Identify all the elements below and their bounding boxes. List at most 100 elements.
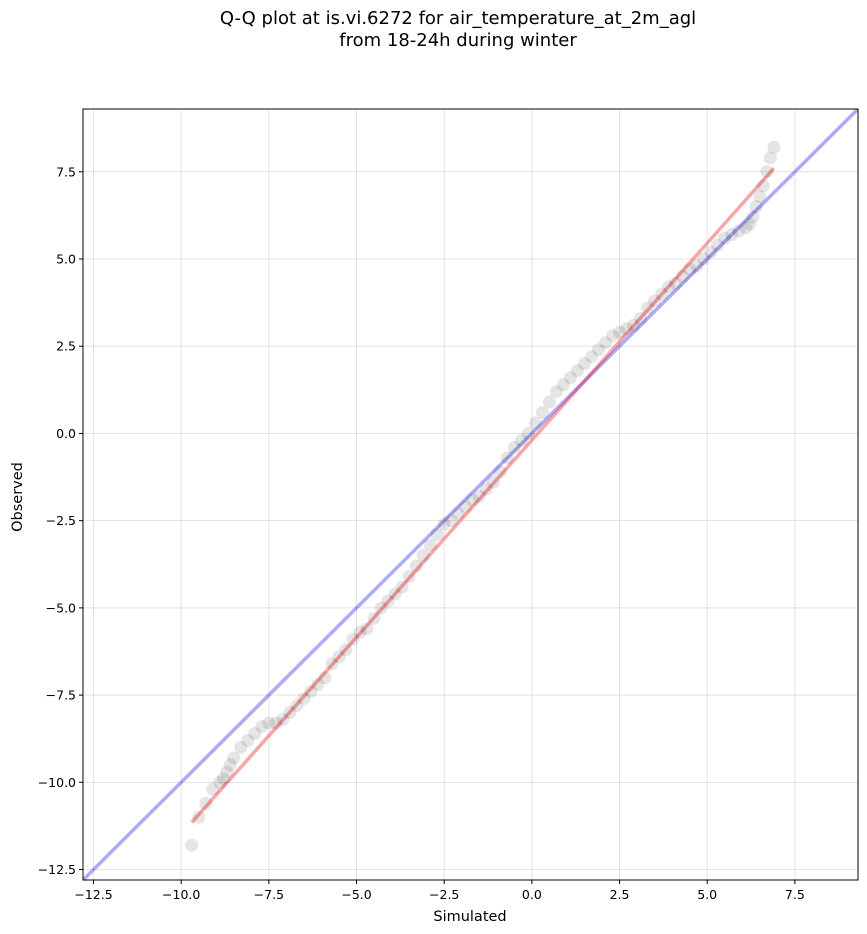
qq-point [535,406,549,420]
qq-point [360,622,374,636]
qq-point [591,343,605,357]
qq-point [655,287,669,301]
y-tick-label: −2.5 [46,513,76,528]
qq-point [374,601,388,615]
qq-point [613,325,627,339]
qq-point [556,378,570,392]
y-axis-label: Observed [10,462,26,532]
qq-point [304,685,318,699]
qq-point [395,580,409,594]
x-tick-label: −12.5 [74,887,112,902]
qq-point [465,493,479,507]
qq-point [493,465,507,479]
qq-point [444,514,458,528]
qq-point [704,245,718,259]
qq-point [332,650,346,664]
qq-point [318,671,332,685]
y-tick-label: 7.5 [56,164,76,179]
qq-point [451,507,465,521]
qq-point [549,385,563,399]
y-tick-label: −7.5 [46,688,76,703]
qq-point [409,559,423,573]
qq-point [269,716,283,730]
qq-point [416,549,430,563]
qq-point [739,221,753,235]
qq-point [669,276,683,290]
x-tick-label: 5.0 [697,887,717,902]
qq-point [185,838,199,852]
y-tick-label: 2.5 [56,339,76,354]
y-tick-label: 5.0 [56,252,76,267]
qq-point [767,140,781,154]
qq-point [234,740,248,754]
x-tick-label: 7.5 [785,887,805,902]
qq-point [521,426,535,440]
x-tick-label: −5.0 [341,887,371,902]
qq-point [742,217,756,231]
qq-point [223,758,237,772]
chart-title-line-1: Q-Q plot at is.vi.6272 for air_temperatu… [219,8,697,29]
reference-lines [83,109,858,880]
qq-point [283,706,297,720]
x-axis-label: Simulated [433,909,506,925]
qq-point [697,252,711,266]
identity-line [83,109,858,880]
fit-line [190,167,776,824]
qq-point [627,318,641,332]
x-tick-label: −7.5 [254,887,284,902]
qq-point [346,632,360,646]
qq-point [430,528,444,542]
qq-point [458,500,472,514]
plot-frame [82,108,859,881]
qq-point [732,224,746,238]
qq-point [199,796,213,810]
qq-point [753,189,767,203]
qq-point [297,692,311,706]
qq-point [763,151,777,165]
axis-ticks: −12.5 −10.0 −7.5 −5.0 −2.5 0.0 2.5 5.0 7.5 −12.5 −… [38,164,805,902]
qq-point [711,238,725,252]
qq-point [423,538,437,552]
qq-point [262,716,276,730]
qq-point [563,371,577,385]
chart-title-line-2: from 18-24h during winter [339,30,577,51]
qq-point [227,751,241,765]
qq-point [683,262,697,276]
qq-point [542,395,556,409]
qq-point [634,311,648,325]
qq-point [662,280,676,294]
qq-point [500,451,514,465]
y-tick-label: −10.0 [38,775,76,790]
qq-point [216,772,230,786]
qq-point [514,433,528,447]
qq-point [641,301,655,315]
qq-point [388,587,402,601]
qq-point [255,719,269,733]
qq-point [507,440,521,454]
quantile-points [185,140,781,852]
qq-point [213,775,227,789]
qq-point [192,810,206,824]
y-tick-label: −12.5 [38,862,76,877]
qq-point [746,210,760,224]
qq-point [486,475,500,489]
qq-point [528,416,542,430]
qq-point [606,329,620,343]
qq-point [276,713,290,727]
qq-point [311,678,325,692]
qq-point [577,357,591,371]
qq-point [206,782,220,796]
qq-point [725,228,739,242]
x-tick-label: 2.5 [610,887,630,902]
qq-point [248,726,262,740]
x-tick-label: −10.0 [162,887,200,902]
qq-point [402,569,416,583]
qq-point [381,594,395,608]
qq-point [479,482,493,496]
qq-point [749,200,763,214]
x-tick-label: −2.5 [429,887,459,902]
qq-point [570,364,584,378]
qq-point [584,350,598,364]
qq-point [472,489,486,503]
